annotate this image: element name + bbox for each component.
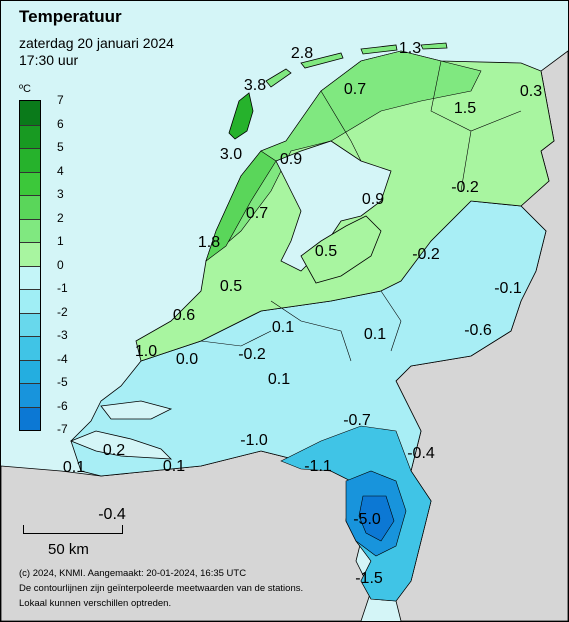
station-value: 1.5	[453, 100, 477, 117]
footer-note: De contourlijnen zijn geïnterpoleerde me…	[19, 583, 304, 594]
legend-swatch	[20, 265, 40, 289]
legend-swatch	[20, 195, 40, 219]
schiermonnikoog	[420, 42, 448, 50]
scale-bar	[23, 525, 123, 534]
station-value: 0.1	[271, 319, 295, 336]
province-border	[200, 60, 522, 362]
legend-level: 3	[57, 187, 64, 201]
legend-swatch	[20, 359, 40, 383]
legend-swatch	[20, 218, 40, 242]
legend-swatch	[20, 406, 40, 430]
zeeland-water	[69, 430, 173, 460]
station-value: 1.8	[197, 234, 221, 251]
legend-swatch	[20, 124, 40, 148]
scale-label: 50 km	[48, 541, 89, 558]
station-value: -5.0	[353, 511, 381, 528]
station-value: 0.1	[267, 371, 291, 388]
legend-level: 5	[57, 140, 64, 154]
station-value: 1.0	[134, 343, 158, 360]
station-value: -1.0	[240, 432, 268, 449]
legend-swatch	[20, 383, 40, 407]
station-value: 0.1	[62, 459, 86, 476]
legend-swatch	[20, 336, 40, 360]
station-value: -0.1	[494, 280, 522, 297]
legend-swatch	[20, 101, 40, 125]
legend-unit: ºC	[19, 83, 31, 95]
station-value: 0.1	[162, 458, 186, 475]
map-time: 17:30 uur	[19, 52, 79, 68]
legend-level: 7	[57, 93, 64, 107]
station-value: 0.3	[519, 83, 543, 100]
station-value: 0.7	[343, 81, 367, 98]
legend-swatch	[20, 148, 40, 172]
legend-swatch	[20, 312, 40, 336]
station-value: 3.8	[243, 77, 267, 94]
legend-swatch	[20, 171, 40, 195]
legend-swatch	[20, 242, 40, 266]
station-value: 0.5	[219, 278, 243, 295]
station-value: 0.7	[245, 205, 269, 222]
legend-level: -1	[57, 281, 68, 295]
station-value: -0.2	[451, 179, 479, 196]
station-value: 0.5	[314, 243, 338, 260]
legend-level: -4	[57, 351, 68, 366]
legend-level: 4	[57, 163, 64, 178]
station-value: 1.3	[398, 40, 422, 57]
ijsselmeer	[275, 140, 392, 272]
legend-level: -3	[57, 328, 68, 342]
station-value: 0.9	[361, 191, 385, 208]
station-value: -0.7	[343, 412, 371, 429]
footer-copyright: (c) 2024, KNMI. Aangemaakt: 20-01-2024, …	[19, 568, 247, 579]
station-value: 0.2	[102, 442, 126, 459]
legend-level: 2	[57, 210, 64, 225]
station-value: 0.9	[279, 151, 303, 168]
station-value: -0.2	[412, 246, 440, 263]
map-date: zaterdag 20 januari 2024	[19, 35, 174, 51]
flevoland	[300, 215, 382, 284]
legend-level: 0	[57, 257, 64, 272]
station-value: -0.4	[98, 506, 126, 523]
station-value: -1.5	[355, 570, 383, 587]
vlieland	[265, 68, 292, 88]
nl-land-warmest	[205, 150, 277, 262]
footer-disclaimer: Lokaal kunnen verschillen optreden.	[19, 598, 172, 609]
ameland	[360, 44, 398, 55]
station-value: 0.6	[172, 307, 196, 324]
neighbour-land-south	[1, 450, 372, 621]
legend-level: -2	[57, 304, 68, 319]
legend-labels: 7 6 5 4 3 2 1 0 -1 -2 -3 -4 -5 -6 -7	[57, 94, 68, 447]
station-value: -0.4	[407, 445, 435, 462]
terschelling	[300, 52, 344, 69]
legend-level: -7	[57, 422, 68, 436]
station-value: -0.6	[464, 322, 492, 339]
map-title: Temperatuur	[19, 7, 122, 26]
station-value: -1.1	[304, 458, 332, 475]
texel	[228, 92, 254, 140]
legend-level: -6	[57, 398, 68, 413]
station-value: -0.2	[238, 346, 266, 363]
legend-level: -5	[57, 375, 68, 389]
nl-land-coldest-core	[358, 495, 395, 542]
legend-level: 1	[57, 234, 64, 248]
station-value: 3.0	[219, 146, 243, 163]
legend-level: 6	[57, 116, 64, 131]
zeeland-water-2	[100, 400, 173, 420]
station-value: 2.8	[290, 45, 314, 62]
legend-color-bar	[19, 100, 41, 431]
legend-swatch	[20, 289, 40, 313]
station-value: 0.1	[363, 326, 387, 343]
station-value: 0.0	[175, 351, 199, 368]
